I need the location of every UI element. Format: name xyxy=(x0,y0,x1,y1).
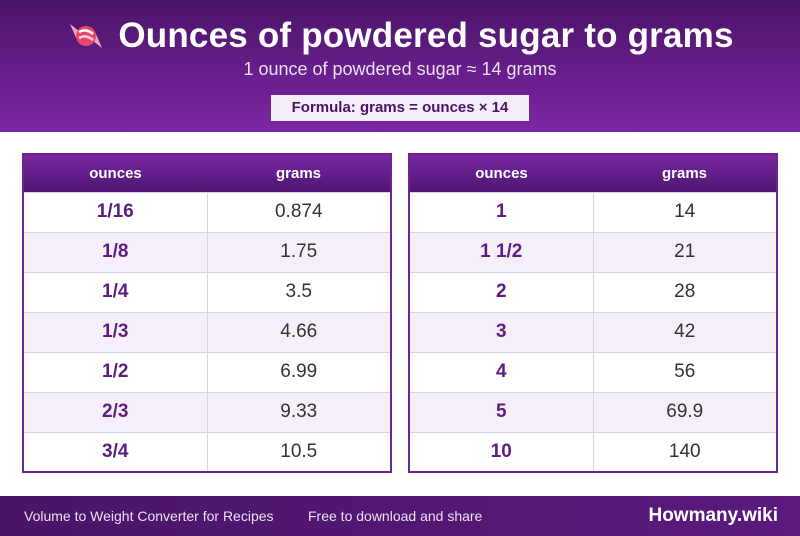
grams-cell: 21 xyxy=(593,231,777,272)
table-row: 1 1/2 21 xyxy=(409,231,777,272)
grams-cell: 10.5 xyxy=(207,431,391,472)
table-row: 1/8 1.75 xyxy=(23,231,391,272)
table-header-row: ounces grams xyxy=(23,154,391,192)
ounces-cell: 3/4 xyxy=(23,431,208,472)
grams-cell: 28 xyxy=(593,271,777,312)
table-row: 10 140 xyxy=(409,431,777,472)
ounces-cell: 4 xyxy=(409,351,594,392)
page-title: Ounces of powdered sugar to grams xyxy=(118,16,734,55)
ounces-cell: 5 xyxy=(409,391,594,432)
footer-share-text: Free to download and share xyxy=(308,508,483,524)
title-row: Ounces of powdered sugar to grams xyxy=(0,14,800,58)
ounces-cell: 1 1/2 xyxy=(409,231,594,272)
formula-badge: Formula: grams = ounces × 14 xyxy=(271,95,529,121)
table-row: 2 28 xyxy=(409,271,777,312)
ounces-cell: 1/2 xyxy=(23,351,208,392)
ounces-cell: 1/8 xyxy=(23,231,208,272)
table-row: 5 69.9 xyxy=(409,391,777,432)
table-row: 1/16 0.874 xyxy=(23,191,391,232)
grams-cell: 4.66 xyxy=(207,311,391,352)
ounces-cell: 2/3 xyxy=(23,391,208,432)
grams-cell: 140 xyxy=(593,431,777,472)
table-row: 2/3 9.33 xyxy=(23,391,391,432)
table-row: 1 14 xyxy=(409,191,777,232)
candy-icon xyxy=(70,24,103,48)
grams-cell: 42 xyxy=(593,311,777,352)
grams-cell: 6.99 xyxy=(207,351,391,392)
grams-cell: 69.9 xyxy=(593,391,777,432)
grams-cell: 1.75 xyxy=(207,231,391,272)
table-header-row: ounces grams xyxy=(409,154,777,192)
grams-cell: 3.5 xyxy=(207,271,391,312)
footer-converter-text: Volume to Weight Converter for Recipes xyxy=(24,508,274,524)
table-row: 1/3 4.66 xyxy=(23,311,391,352)
table-row: 3 42 xyxy=(409,311,777,352)
grams-cell: 9.33 xyxy=(207,391,391,432)
ounces-cell: 1/3 xyxy=(23,311,208,352)
brand-logo-text[interactable]: Howmany.wiki xyxy=(648,505,778,526)
conversion-table-left: ounces grams 1/16 0.874 1/8 1.75 1/4 3.5… xyxy=(22,153,392,473)
conversion-table-right: ounces grams 1 14 1 1/2 21 2 28 3 42 4 5… xyxy=(408,153,778,473)
column-header-ounces: ounces xyxy=(23,154,207,192)
grams-cell: 14 xyxy=(593,191,777,232)
column-header-grams: grams xyxy=(207,154,391,192)
column-header-grams: grams xyxy=(593,154,777,192)
ounces-cell: 1 xyxy=(409,191,594,232)
header-banner: Ounces of powdered sugar to grams 1 ounc… xyxy=(0,0,800,132)
footer-bar: Volume to Weight Converter for Recipes F… xyxy=(0,496,800,536)
ounces-cell: 1/16 xyxy=(23,191,208,232)
ounces-cell: 3 xyxy=(409,311,594,352)
ounces-cell: 10 xyxy=(409,431,594,472)
table-row: 1/2 6.99 xyxy=(23,351,391,392)
grams-cell: 0.874 xyxy=(207,191,391,232)
ounces-cell: 2 xyxy=(409,271,594,312)
table-row: 3/4 10.5 xyxy=(23,431,391,472)
page-subtitle: 1 ounce of powdered sugar ≈ 14 grams xyxy=(243,59,557,79)
table-row: 4 56 xyxy=(409,351,777,392)
grams-cell: 56 xyxy=(593,351,777,392)
column-header-ounces: ounces xyxy=(409,154,593,192)
ounces-cell: 1/4 xyxy=(23,271,208,312)
table-row: 1/4 3.5 xyxy=(23,271,391,312)
